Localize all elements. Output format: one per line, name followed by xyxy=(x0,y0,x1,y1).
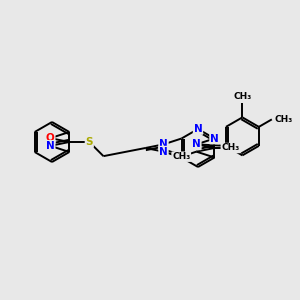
Text: N: N xyxy=(46,141,55,151)
Text: N: N xyxy=(194,124,202,134)
Text: CH₃: CH₃ xyxy=(172,152,190,161)
Text: O: O xyxy=(46,133,55,143)
Text: CH₃: CH₃ xyxy=(275,115,293,124)
Text: N: N xyxy=(159,147,168,157)
Text: N: N xyxy=(210,134,219,143)
Text: N: N xyxy=(192,140,201,149)
Text: N: N xyxy=(159,140,168,149)
Text: S: S xyxy=(85,137,93,147)
Text: CH₃: CH₃ xyxy=(221,143,240,152)
Text: CH₃: CH₃ xyxy=(233,92,251,101)
